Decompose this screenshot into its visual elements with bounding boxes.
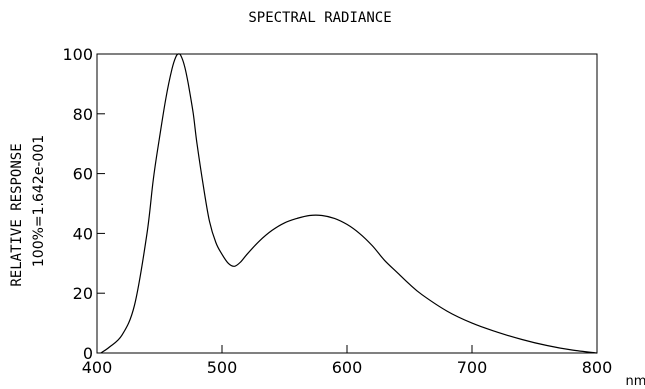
x-tick-label: 400 xyxy=(82,358,113,377)
x-axis-label: nm xyxy=(626,374,645,389)
x-tick-label: 600 xyxy=(332,358,363,377)
chart-title: SPECTRAL RADIANCE xyxy=(248,10,391,26)
y-tick-label: 40 xyxy=(73,224,93,243)
x-tick-label: 800 xyxy=(582,358,613,377)
y-axis-label-line2: 100%=1.642e-001 xyxy=(31,135,47,267)
y-tick-label: 80 xyxy=(73,105,93,124)
y-axis-ticks: 0 20 40 60 80 100 xyxy=(62,45,105,363)
x-axis-ticks: 400 500 600 700 800 xyxy=(82,345,613,377)
y-axis-label-line1: RELATIVE RESPONSE xyxy=(9,143,25,286)
y-tick-label: 100 xyxy=(62,45,93,64)
y-tick-label: 60 xyxy=(73,165,93,184)
y-axis-label: RELATIVE RESPONSE 100%=1.642e-001 xyxy=(9,135,47,287)
x-tick-label: 700 xyxy=(457,358,488,377)
plot-area-frame xyxy=(96,53,598,354)
x-tick-label: 500 xyxy=(207,358,238,377)
y-tick-label: 20 xyxy=(73,284,93,303)
y-tick-label: 0 xyxy=(83,344,93,363)
series-line xyxy=(100,53,598,354)
